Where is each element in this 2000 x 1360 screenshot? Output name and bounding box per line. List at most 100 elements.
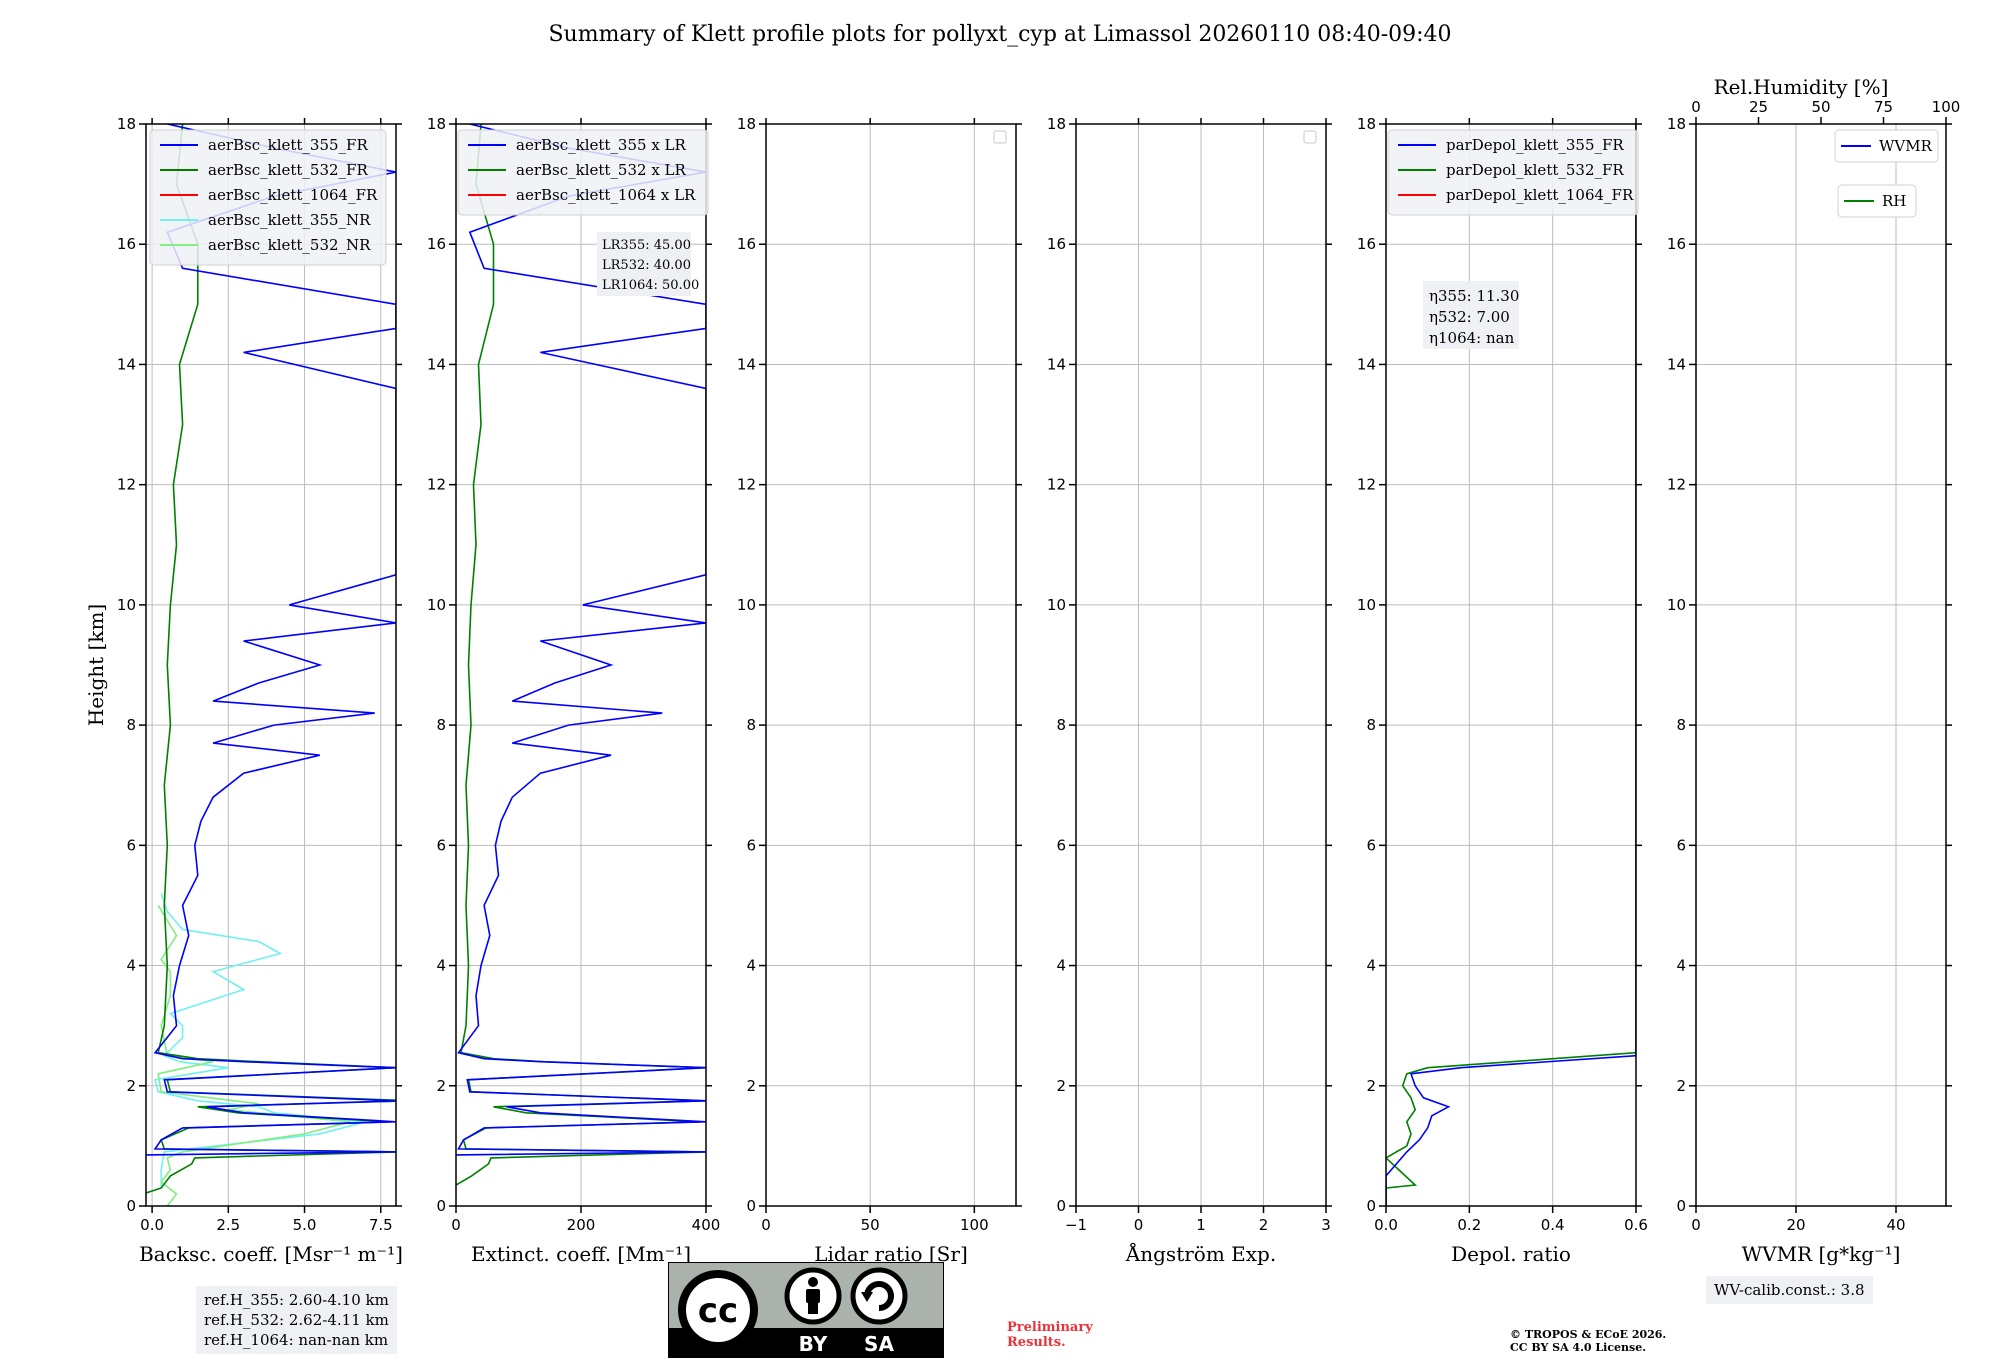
y-tick-label: 12 — [1667, 476, 1686, 494]
legend-label: parDepol_klett_355_FR — [1446, 136, 1624, 154]
lr-annotation-355: LR355: 45.00 — [602, 238, 691, 253]
preliminary-line-1: Preliminary — [1007, 1320, 1093, 1335]
legend-wvmr: WVMR — [1834, 129, 1939, 163]
x-tick-label: 7.5 — [369, 1216, 393, 1234]
y-tick-label: 16 — [1667, 235, 1686, 253]
y-tick-label: 2 — [1676, 1077, 1686, 1095]
x-tick-label: 2.5 — [216, 1216, 240, 1234]
y-tick-label: 0 — [436, 1197, 446, 1215]
panel-wvmr: 0 20 40 0 2 4 6 8 10 12 14 16 18 WVMR [g*kg⁻¹] 0 25 50 75… — [1667, 75, 1960, 1266]
x-tick-label: 0.4 — [1541, 1216, 1565, 1234]
y-tick-label: 16 — [117, 235, 136, 253]
x-tick-label: 0 — [1134, 1216, 1144, 1234]
y-tick-label: 4 — [436, 957, 446, 975]
y-tick-label: 12 — [427, 476, 446, 494]
legend-label: aerBsc_klett_1064_FR — [208, 186, 378, 204]
y-tick-label: 6 — [436, 836, 446, 854]
y-tick-label: 14 — [1357, 355, 1376, 373]
top-x-tick-label: 75 — [1874, 98, 1893, 116]
y-tick-label: 2 — [746, 1077, 756, 1095]
cc-license-badge: cc BY SA — [668, 1262, 944, 1358]
y-tick-label: 16 — [1047, 235, 1066, 253]
legend-label: parDepol_klett_532_FR — [1446, 161, 1624, 179]
copyright-line-1: © TROPOS & ECoE 2026. — [1510, 1328, 1667, 1341]
x-tick-label: 0.0 — [140, 1216, 164, 1234]
y-tick-label: 10 — [737, 596, 756, 614]
x-tick-label: 0 — [1691, 1216, 1701, 1234]
legend-label: parDepol_klett_1064_FR — [1446, 186, 1634, 204]
lr-annotation-1064: LR1064: 50.00 — [602, 278, 699, 293]
legend-frame — [457, 129, 709, 216]
legend-label: aerBsc_klett_355_FR — [208, 136, 368, 154]
y-tick-label: 6 — [1676, 836, 1686, 854]
legend-label: aerBsc_klett_532_FR — [208, 161, 368, 179]
x-tick-label: 200 — [567, 1216, 596, 1234]
x-axis-label: Backsc. coeff. [Msr⁻¹ m⁻¹] — [139, 1242, 403, 1266]
panel-extinction: 0 200 400 0 2 4 6 8 10 12 14 16 18 Extinct. coeff. [M… — [427, 115, 720, 1266]
legend-label: aerBsc_klett_355_NR — [208, 211, 371, 229]
y-tick-label: 18 — [737, 115, 756, 133]
x-tick-label: 0.6 — [1624, 1216, 1648, 1234]
y-tick-label: 0 — [1676, 1197, 1686, 1215]
x-tick-label: 0 — [451, 1216, 461, 1234]
x-axis-label: Ångström Exp. — [1125, 1241, 1276, 1266]
y-tick-label: 8 — [1676, 716, 1686, 734]
wv-calibration-box: WV-calib.const.: 3.8 — [1706, 1276, 1873, 1304]
y-tick-label: 18 — [1357, 115, 1376, 133]
top-x-tick-label: 0 — [1691, 98, 1701, 116]
series-aerbsc-klett-355-fr — [146, 124, 396, 1156]
top-x-tick-label: 50 — [1811, 98, 1830, 116]
series-aerbsc-klett-355-x-lr — [456, 124, 706, 1156]
y-tick-label: 6 — [746, 836, 756, 854]
y-tick-label: 16 — [427, 235, 446, 253]
y-tick-label: 18 — [117, 115, 136, 133]
x-tick-label: −1 — [1065, 1216, 1087, 1234]
y-tick-label: 4 — [1056, 957, 1066, 975]
y-tick-label: 10 — [427, 596, 446, 614]
x-tick-label: 0.0 — [1374, 1216, 1398, 1234]
y-tick-label: 10 — [1357, 596, 1376, 614]
eta-annotation-532: η532: 7.00 — [1429, 308, 1510, 326]
series-aerbsc-klett-532-fr — [146, 124, 396, 1194]
y-tick-label: 10 — [1047, 596, 1066, 614]
x-tick-label: 1 — [1196, 1216, 1206, 1234]
y-tick-label: 12 — [1047, 476, 1066, 494]
x-tick-label: 50 — [861, 1216, 880, 1234]
y-tick-label: 10 — [117, 596, 136, 614]
x-tick-label: 3 — [1321, 1216, 1331, 1234]
reference-height-box: ref.H_355: 2.60-4.10 km ref.H_532: 2.62-… — [196, 1286, 397, 1354]
legend-frame — [149, 129, 387, 266]
top-x-tick-label: 100 — [1932, 98, 1961, 116]
y-tick-label: 12 — [737, 476, 756, 494]
x-tick-label: 0 — [761, 1216, 771, 1234]
y-tick-label: 0 — [126, 1197, 136, 1215]
y-tick-label: 18 — [1047, 115, 1066, 133]
eta-annotation-1064: η1064: nan — [1429, 329, 1515, 347]
y-tick-label: 16 — [1357, 235, 1376, 253]
legend-extinction: aerBsc_klett_355 x LR aerBsc_klett_532 x … — [457, 129, 709, 216]
axes-frame — [765, 123, 1017, 1207]
x-axis-label: Depol. ratio — [1451, 1242, 1571, 1266]
y-tick-label: 2 — [436, 1077, 446, 1095]
y-tick-label: 2 — [1366, 1077, 1376, 1095]
series-pardepol-klett-532-fr — [1386, 124, 1636, 1206]
y-tick-label: 2 — [126, 1077, 136, 1095]
y-axis-label: Height [km] — [84, 604, 108, 726]
copyright-line-2: CC BY SA 4.0 License. — [1510, 1341, 1647, 1354]
annotation-box — [1423, 281, 1519, 349]
y-tick-label: 6 — [126, 836, 136, 854]
series-aerbsc-klett-532-nr — [157, 904, 351, 1206]
y-tick-label: 4 — [1676, 957, 1686, 975]
annotation-box — [597, 232, 691, 296]
legend-label: aerBsc_klett_532_NR — [208, 236, 371, 254]
y-tick-label: 0 — [1366, 1197, 1376, 1215]
copyright-note: © TROPOS & ECoE 2026. CC BY SA 4.0 Licen… — [1510, 1328, 1666, 1354]
panel-backscatter: 0.0 2.5 5.0 7.5 0 2 4 6 8 10 12 14 16 18 Backsc. coeff… — [84, 115, 403, 1266]
y-tick-label: 4 — [746, 957, 756, 975]
series-aerbsc-klett-355-nr — [154, 893, 366, 1188]
y-tick-label: 6 — [1366, 836, 1376, 854]
legend-label: aerBsc_klett_532 x LR — [516, 161, 687, 179]
x-tick-label: 40 — [1886, 1216, 1905, 1234]
lr-annotation-532: LR532: 40.00 — [602, 258, 691, 273]
